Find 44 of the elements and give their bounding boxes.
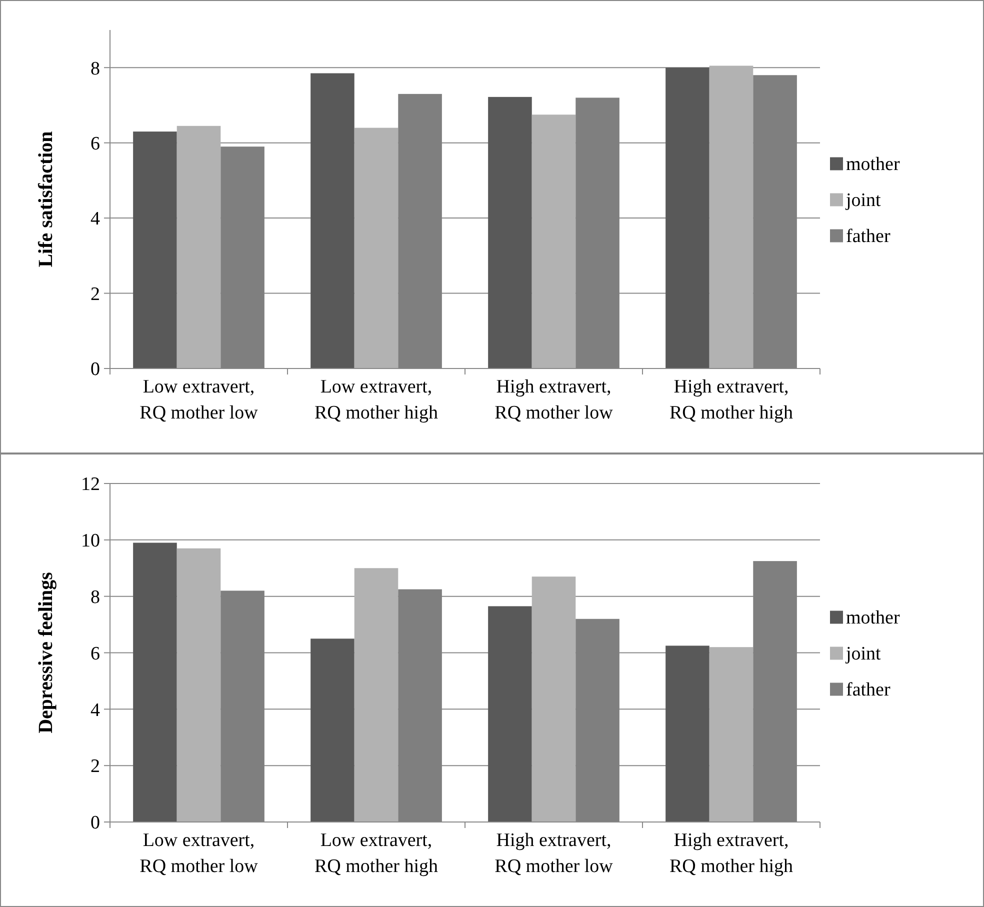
bar xyxy=(310,73,354,368)
y-tick-label: 8 xyxy=(90,586,100,608)
x-tick-label: Low extravert, RQ mother high xyxy=(314,830,438,877)
bar xyxy=(666,68,710,368)
y-tick-label: 12 xyxy=(81,474,100,496)
legend-label: mother xyxy=(846,154,900,175)
bar xyxy=(709,66,754,368)
y-axis-title: Depressive feelings xyxy=(35,572,57,734)
bar xyxy=(666,646,710,822)
y-axis-title: Life satisfaction xyxy=(35,131,57,268)
legend-label: father xyxy=(846,679,891,700)
y-tick-label: 4 xyxy=(90,208,100,230)
legend-label: joint xyxy=(845,643,882,664)
y-tick-label: 0 xyxy=(90,359,100,380)
bar xyxy=(176,126,221,368)
x-tick-label: Low extravert, RQ mother high xyxy=(314,376,438,424)
y-tick-label: 8 xyxy=(90,58,100,80)
bar xyxy=(488,96,532,368)
x-tick-label: High extravert, RQ mother high xyxy=(670,830,794,877)
y-tick-label: 4 xyxy=(90,700,100,721)
bar xyxy=(532,114,576,368)
bar xyxy=(133,132,177,368)
bar xyxy=(354,568,398,822)
y-tick-label: 6 xyxy=(90,133,100,154)
bar xyxy=(133,542,177,822)
y-tick-label: 6 xyxy=(90,643,100,664)
legend-label: father xyxy=(846,226,891,247)
bar xyxy=(310,638,354,822)
y-tick-label: 0 xyxy=(90,812,100,834)
x-tick-label: Low extravert, RQ mother low xyxy=(140,830,258,877)
bar xyxy=(709,647,754,822)
bar xyxy=(354,128,398,368)
x-tick-label: High extravert, RQ mother low xyxy=(494,376,614,424)
bar xyxy=(176,548,221,822)
y-tick-label: 2 xyxy=(90,756,100,778)
y-tick-label: 2 xyxy=(90,284,100,305)
legend-label: mother xyxy=(846,607,900,628)
x-tick-label: High extravert, RQ mother high xyxy=(670,376,794,424)
legend-label: joint xyxy=(845,190,882,211)
y-tick-label: 10 xyxy=(81,530,100,552)
x-tick-label: Low extravert, RQ mother low xyxy=(140,376,258,424)
bar xyxy=(488,606,532,822)
x-tick-label: High extravert, RQ mother low xyxy=(494,830,614,877)
bar xyxy=(532,576,576,822)
